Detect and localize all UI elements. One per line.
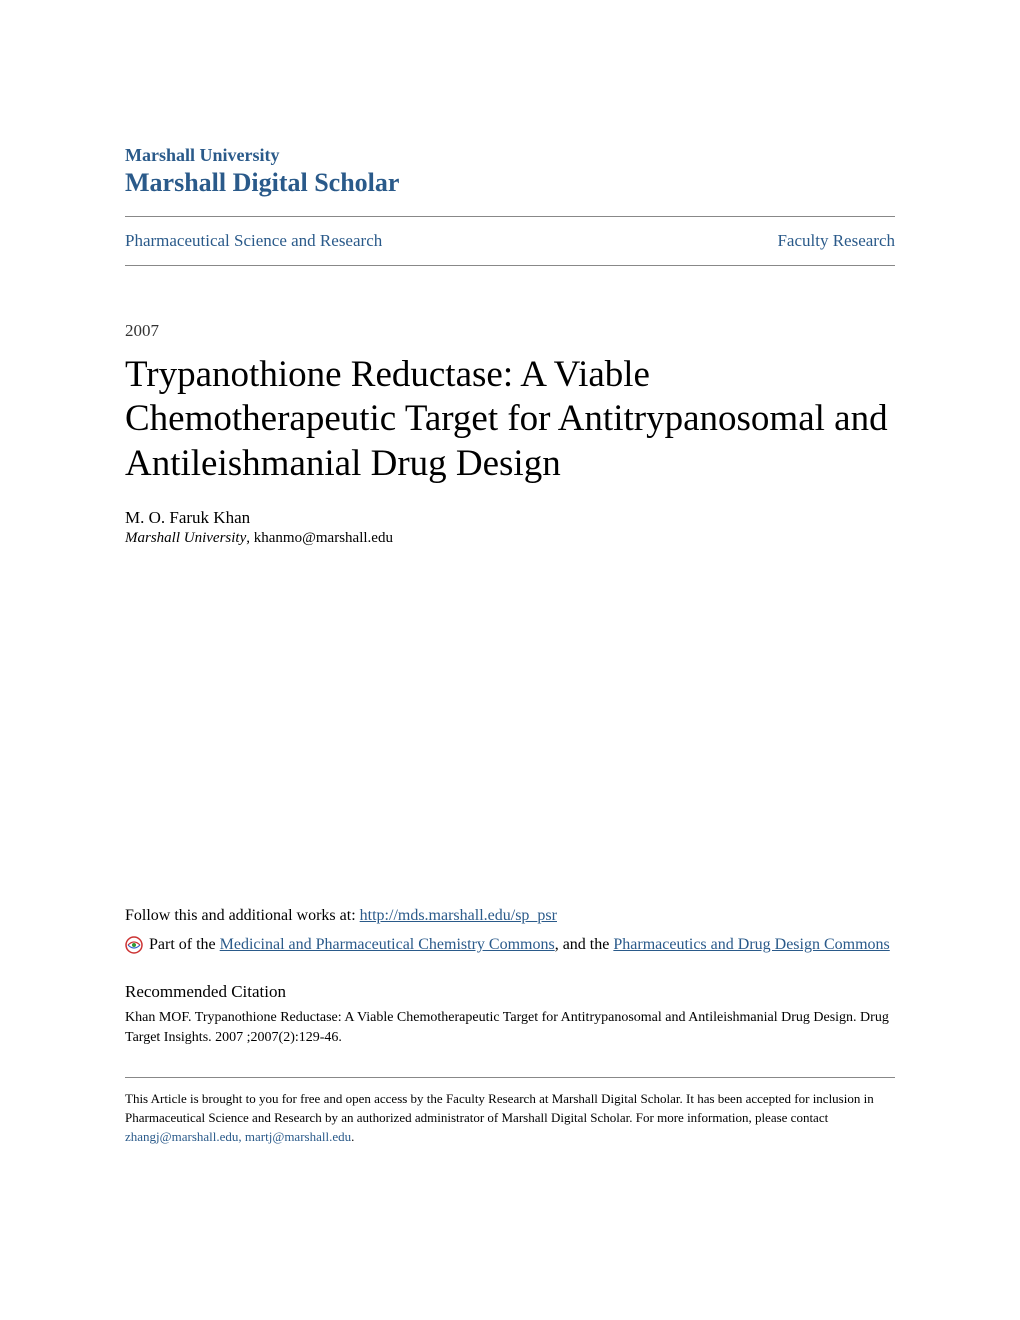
institution-name: Marshall University — [125, 145, 895, 166]
divider-footer — [125, 1077, 895, 1078]
citation-heading: Recommended Citation — [125, 982, 895, 1002]
follow-link[interactable]: http://mds.marshall.edu/sp_psr — [360, 907, 557, 924]
commons-link-2[interactable]: Pharmaceutics and Drug Design Commons — [613, 936, 889, 953]
network-icon — [125, 936, 143, 954]
repository-name[interactable]: Marshall Digital Scholar — [125, 168, 895, 198]
network-section: Part of the Medicinal and Pharmaceutical… — [125, 933, 895, 957]
breadcrumb: Pharmaceutical Science and Research Facu… — [125, 217, 895, 265]
author-institution: Marshall University — [125, 530, 246, 546]
divider-bottom — [125, 265, 895, 266]
paper-title: Trypanothione Reductase: A Viable Chemot… — [125, 353, 895, 486]
author-affiliation: Marshall University, khanmo@marshall.edu — [125, 530, 895, 547]
breadcrumb-collection-link[interactable]: Pharmaceutical Science and Research — [125, 231, 382, 251]
footer-part2: . — [351, 1129, 354, 1144]
citation-text: Khan MOF. Trypanothione Reductase: A Via… — [125, 1008, 895, 1047]
publication-year: 2007 — [125, 321, 895, 341]
spacer — [125, 547, 895, 907]
author-email: , khanmo@marshall.edu — [246, 530, 393, 546]
network-text: Part of the Medicinal and Pharmaceutical… — [149, 933, 895, 957]
network-prefix: Part of the — [149, 936, 220, 953]
footer-text: This Article is brought to you for free … — [125, 1090, 895, 1147]
breadcrumb-faculty-link[interactable]: Faculty Research — [777, 231, 895, 251]
footer-part1: This Article is brought to you for free … — [125, 1091, 874, 1125]
author-name: M. O. Faruk Khan — [125, 508, 895, 528]
network-middle: , and the — [555, 936, 614, 953]
follow-prefix: Follow this and additional works at: — [125, 907, 360, 924]
commons-link-1[interactable]: Medicinal and Pharmaceutical Chemistry C… — [220, 936, 555, 953]
footer-email-link[interactable]: zhangj@marshall.edu, martj@marshall.edu — [125, 1129, 351, 1144]
follow-section: Follow this and additional works at: htt… — [125, 907, 895, 925]
